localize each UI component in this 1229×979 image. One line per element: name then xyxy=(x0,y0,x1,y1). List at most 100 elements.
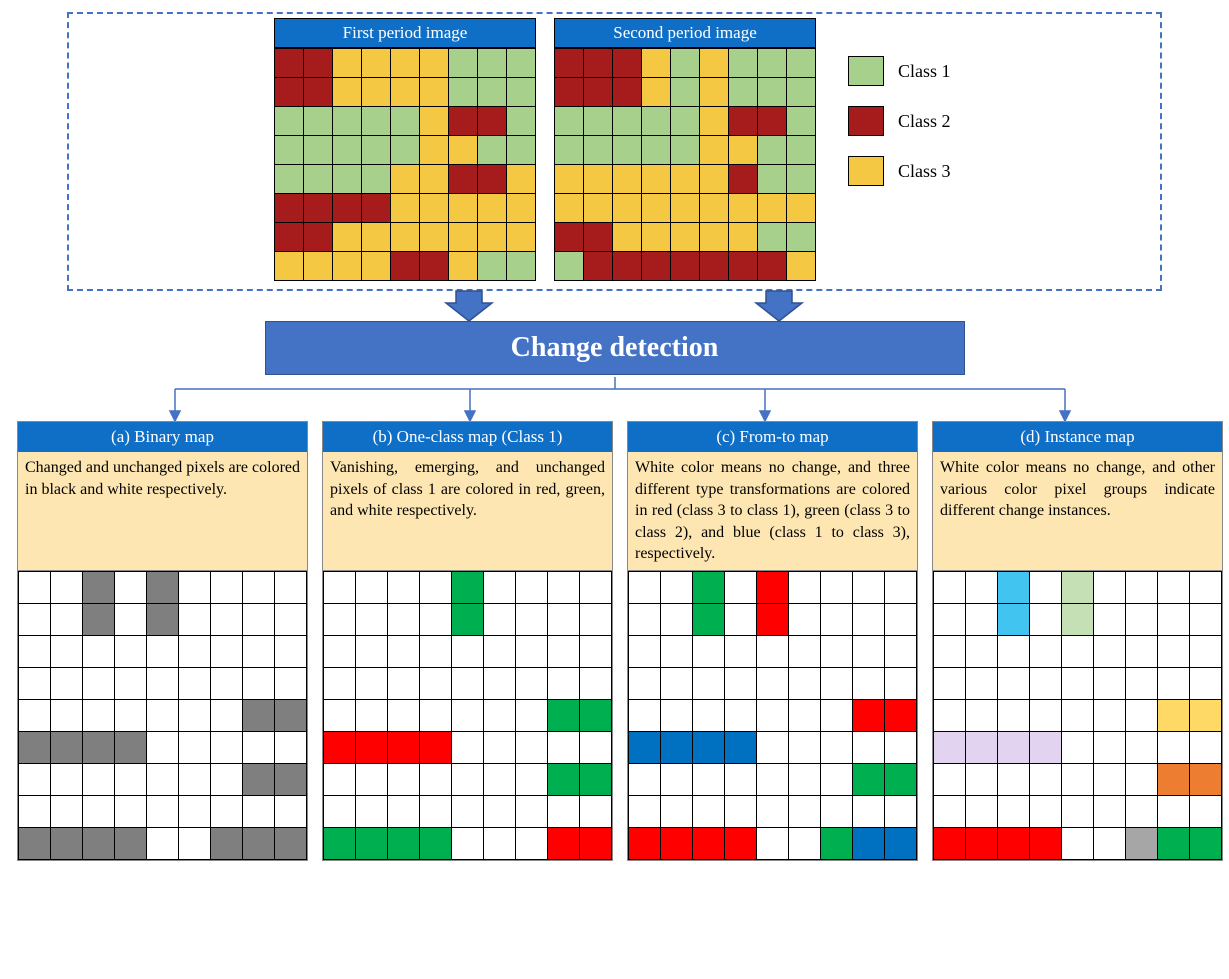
grid-cell xyxy=(700,78,729,107)
grid-cell xyxy=(1030,732,1062,764)
grid-cell xyxy=(789,572,821,604)
grid-cell xyxy=(83,604,115,636)
grid-cell xyxy=(1158,732,1190,764)
grid-cell xyxy=(613,107,642,136)
grid-cell xyxy=(966,700,998,732)
grid-cell xyxy=(333,107,362,136)
grid-cell xyxy=(19,636,51,668)
grid-cell xyxy=(934,572,966,604)
grid-cell xyxy=(789,668,821,700)
grid-cell xyxy=(629,668,661,700)
grid-cell xyxy=(580,668,612,700)
grid-cell xyxy=(356,604,388,636)
grid-cell xyxy=(1094,700,1126,732)
grid-cell xyxy=(789,796,821,828)
grid-cell xyxy=(507,223,536,252)
grid-cell xyxy=(391,194,420,223)
grid-cell xyxy=(362,107,391,136)
grid-cell xyxy=(789,636,821,668)
grid-cell xyxy=(661,796,693,828)
map-description: White color means no change, and other v… xyxy=(933,452,1222,570)
grid-cell xyxy=(507,107,536,136)
grid-cell xyxy=(391,136,420,165)
grid-cell xyxy=(729,107,758,136)
legend-item: Class 1 xyxy=(848,56,951,86)
grid-cell xyxy=(966,732,998,764)
grid-cell xyxy=(1190,732,1222,764)
grid-cell xyxy=(452,732,484,764)
map-description: Vanishing, emerging, and unchanged pixel… xyxy=(323,452,612,570)
grid-cell xyxy=(420,107,449,136)
grid-cell xyxy=(1126,700,1158,732)
legend-swatch xyxy=(848,56,884,86)
grid-cell xyxy=(853,572,885,604)
grid-cell xyxy=(243,700,275,732)
grid-cell xyxy=(729,252,758,281)
branch-connector xyxy=(25,377,1205,423)
grid-cell xyxy=(693,764,725,796)
map-title: (c) From-to map xyxy=(628,422,917,452)
grid-cell xyxy=(787,107,816,136)
grid-cell xyxy=(51,604,83,636)
grid-cell xyxy=(671,252,700,281)
grid-cell xyxy=(580,636,612,668)
grid-cell xyxy=(725,636,757,668)
grid-cell xyxy=(671,49,700,78)
grid-cell xyxy=(642,165,671,194)
map-block: (a) Binary mapChanged and unchanged pixe… xyxy=(17,421,308,861)
grid-cell xyxy=(516,764,548,796)
grid-cell xyxy=(1030,636,1062,668)
grid-cell xyxy=(362,194,391,223)
grid-cell xyxy=(51,732,83,764)
grid-cell xyxy=(1190,796,1222,828)
grid-cell xyxy=(452,668,484,700)
grid-cell xyxy=(484,636,516,668)
grid-cell xyxy=(211,572,243,604)
grid-cell xyxy=(275,732,307,764)
map-title: (d) Instance map xyxy=(933,422,1222,452)
grid-cell xyxy=(757,604,789,636)
map-grid xyxy=(933,571,1222,860)
grid-cell xyxy=(1062,764,1094,796)
legend-item: Class 3 xyxy=(848,156,951,186)
grid-cell xyxy=(179,604,211,636)
grid-cell xyxy=(853,700,885,732)
grid-cell xyxy=(507,49,536,78)
grid-cell xyxy=(1062,604,1094,636)
grid-cell xyxy=(449,78,478,107)
grid-cell xyxy=(998,636,1030,668)
grid-cell xyxy=(584,252,613,281)
grid-cell xyxy=(757,700,789,732)
grid-cell xyxy=(304,78,333,107)
grid-cell xyxy=(1190,700,1222,732)
grid-cell xyxy=(115,700,147,732)
grid-cell xyxy=(333,136,362,165)
grid-cell xyxy=(998,604,1030,636)
grid-cell xyxy=(275,700,307,732)
grid-cell xyxy=(580,764,612,796)
grid-cell xyxy=(115,796,147,828)
grid-cell xyxy=(789,700,821,732)
grid-cell xyxy=(19,700,51,732)
grid-cell xyxy=(356,668,388,700)
grid-cell xyxy=(51,764,83,796)
grid-cell xyxy=(885,828,917,860)
grid-cell xyxy=(484,700,516,732)
grid-cell xyxy=(1062,732,1094,764)
grid-cell xyxy=(211,700,243,732)
grid-cell xyxy=(83,700,115,732)
grid-cell xyxy=(324,700,356,732)
grid-cell xyxy=(484,604,516,636)
grid-cell xyxy=(787,223,816,252)
grid-cell xyxy=(729,165,758,194)
grid-cell xyxy=(83,828,115,860)
grid-cell xyxy=(420,136,449,165)
grid-cell xyxy=(275,49,304,78)
grid-cell xyxy=(821,700,853,732)
grid-cell xyxy=(642,223,671,252)
grid-cell xyxy=(629,732,661,764)
grid-cell xyxy=(584,165,613,194)
grid-cell xyxy=(211,668,243,700)
grid-cell xyxy=(789,732,821,764)
grid-cell xyxy=(333,49,362,78)
